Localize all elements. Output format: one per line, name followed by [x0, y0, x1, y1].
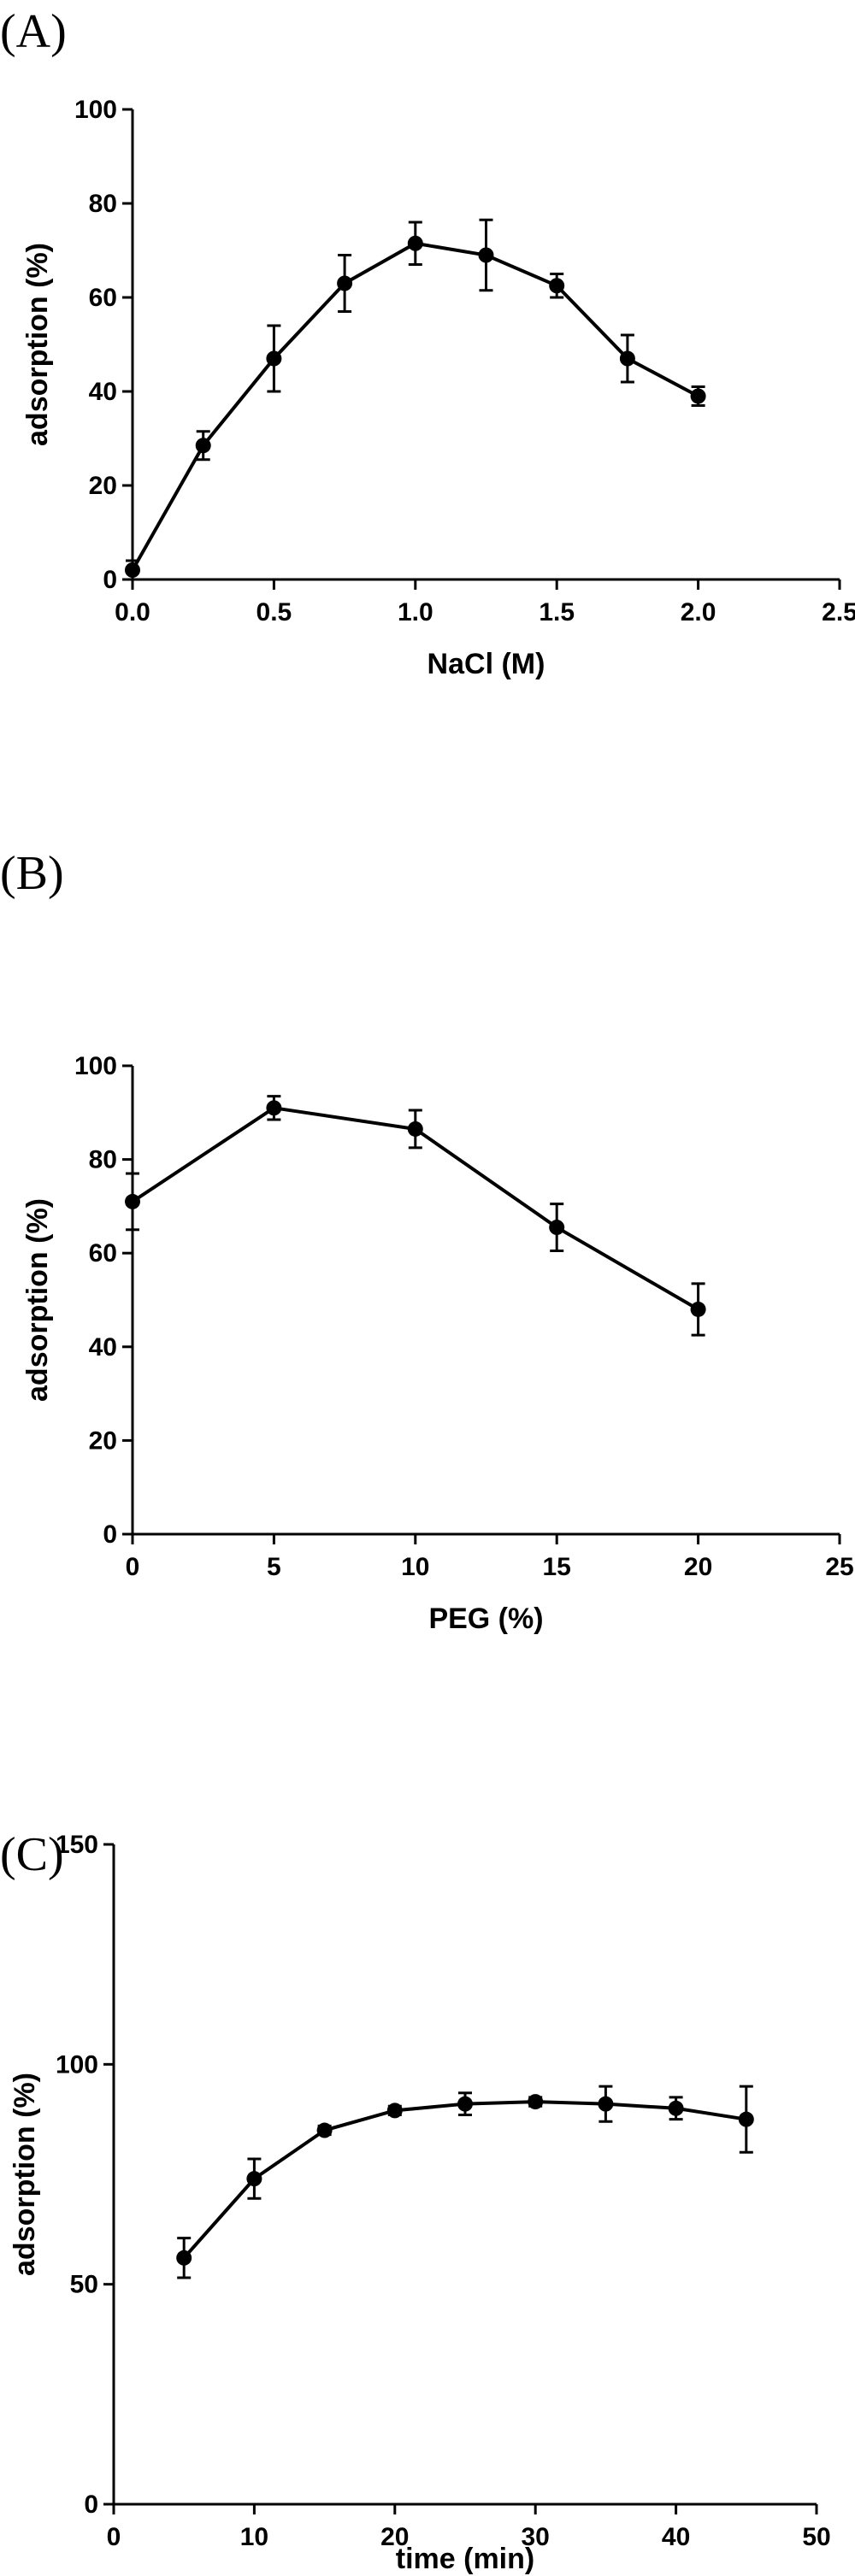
x-tick-label: 0 — [107, 2523, 121, 2551]
chart-panel-c: (C) 0 50 100 150 0 10 20 30 40 50 time (min) adsorpt… — [0, 1828, 831, 2575]
data-point — [690, 388, 706, 404]
data-point — [195, 438, 211, 454]
series-line — [182, 2100, 747, 2260]
x-tick-label: 0 — [126, 1553, 140, 1581]
x-tick-label: 20 — [380, 2523, 409, 2551]
data-point — [246, 2171, 262, 2187]
x-tick-label: 15 — [543, 1553, 571, 1581]
x-axis-label: NaCl (M) — [428, 648, 545, 680]
x-tick-label: 5 — [267, 1553, 281, 1581]
data-point — [266, 350, 282, 367]
chart-panel-b: (B) 0 20 40 60 80 100 0 5 10 15 20 25 PEG (%) adsorpti… — [0, 847, 854, 1635]
x-tick-label: 20 — [684, 1553, 712, 1581]
y-axis-label: adsorption (%) — [21, 1198, 54, 1402]
y-axis-label: adsorption (%) — [9, 2073, 41, 2276]
data-point — [457, 2096, 473, 2112]
data-point — [337, 275, 353, 291]
x-tick-label: 10 — [401, 1553, 429, 1581]
data-point — [316, 2122, 333, 2138]
x-axis-label: PEG (%) — [428, 1603, 543, 1635]
y-tick-label: 100 — [74, 1052, 117, 1080]
x-tick-label: 1.0 — [398, 598, 433, 626]
x-tick-label: 50 — [802, 2523, 830, 2551]
y-tick-label: 20 — [89, 1426, 117, 1455]
chart-panel-a: (A) 0 20 40 60 80 100 0.0 0.5 1.0 1.5 2.0 2.5 NaCl (M… — [0, 5, 855, 680]
x-tick-label: 0.0 — [115, 598, 150, 626]
data-point — [528, 2094, 544, 2110]
data-point — [478, 247, 494, 263]
x-tick-label: 2.0 — [681, 598, 716, 626]
x-tick-label: 25 — [825, 1553, 853, 1581]
y-tick-label: 0 — [103, 566, 117, 594]
y-tick-label: 80 — [89, 1146, 117, 1174]
data-point — [125, 1193, 140, 1209]
y-tick-label: 80 — [89, 190, 117, 218]
y-tick-label: 100 — [56, 2050, 98, 2079]
y-tick-label: 40 — [89, 1333, 117, 1362]
data-point — [619, 350, 635, 367]
data-point — [266, 1100, 282, 1116]
data-point — [598, 2096, 614, 2112]
y-tick-label: 60 — [89, 284, 117, 312]
series-line — [131, 241, 699, 571]
data-point — [176, 2250, 192, 2266]
x-tick-label: 1.5 — [539, 598, 575, 626]
panel-label: (B) — [0, 847, 64, 900]
y-tick-label: 0 — [103, 1520, 117, 1549]
data-point — [549, 278, 565, 294]
x-tick-label: 10 — [240, 2523, 268, 2551]
y-tick-label: 150 — [56, 1831, 98, 1859]
panel-label: (A) — [0, 5, 67, 58]
y-tick-label: 0 — [84, 2491, 98, 2519]
data-point — [738, 2111, 754, 2127]
data-point — [386, 2103, 403, 2119]
x-tick-label: 2.5 — [822, 598, 855, 626]
y-tick-label: 20 — [89, 472, 117, 500]
x-axis-label: time (min) — [396, 2543, 534, 2575]
data-point — [668, 2100, 684, 2116]
panel-label: (C) — [0, 1828, 64, 1881]
y-axis-label: adsorption (%) — [21, 243, 54, 446]
y-tick-label: 40 — [89, 378, 117, 406]
data-point — [407, 1120, 423, 1137]
y-tick-label: 50 — [70, 2271, 98, 2299]
data-point — [549, 1220, 565, 1236]
x-tick-label: 40 — [662, 2523, 690, 2551]
data-point — [407, 235, 423, 251]
x-tick-label: 0.5 — [256, 598, 292, 626]
data-point — [690, 1301, 706, 1317]
y-tick-label: 60 — [89, 1239, 117, 1267]
data-point — [125, 562, 140, 578]
y-tick-label: 100 — [74, 96, 117, 124]
x-tick-label: 30 — [522, 2523, 550, 2551]
